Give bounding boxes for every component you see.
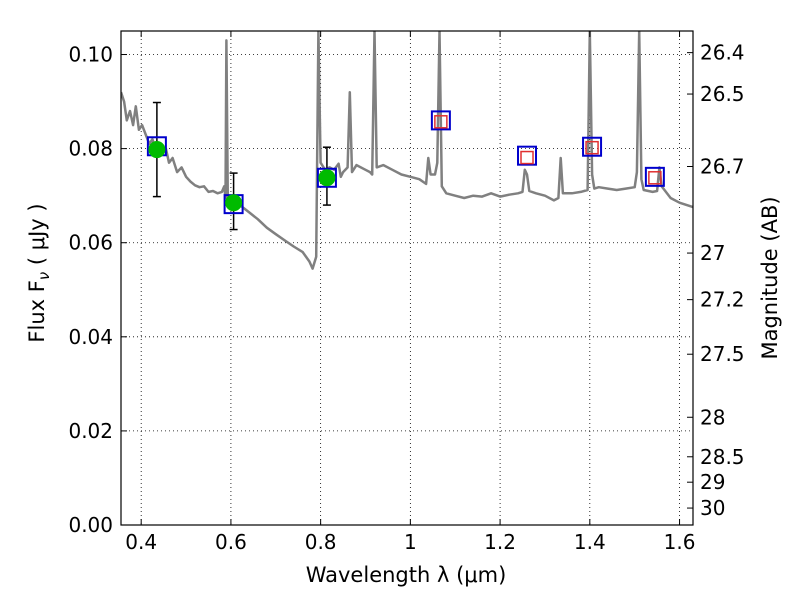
x-tick-label: 0.6 — [215, 530, 247, 554]
right-y-tick-label: 27.5 — [700, 342, 745, 366]
y-axis-label-unit: ( μJy ) — [25, 203, 49, 271]
y-tick-label: 0.02 — [68, 419, 113, 443]
axes: 0.4 0.6 0.8 1 1.2 1.4 1.6 0.00 0.02 0.04 0.06 0.08 0… — [68, 30, 745, 554]
y-axis-label: Flux Fν ( μJy ) — [25, 203, 53, 342]
model-marker-red-square — [585, 140, 599, 155]
right-y-tick-label: 26.7 — [700, 154, 745, 178]
spectrum-line — [121, 31, 693, 270]
x-tick-label: 0.4 — [125, 530, 157, 554]
photometry-point — [148, 141, 166, 159]
right-y-tick-label: 28 — [700, 405, 725, 429]
y-axis-label-main: Flux F — [25, 280, 49, 342]
model-marker-blue-square — [430, 110, 451, 131]
right-y-tick-label: 30 — [700, 496, 725, 520]
y-tick-label: 0.00 — [68, 513, 113, 537]
model-marker-blue-square — [517, 145, 538, 166]
spectrum-series — [121, 31, 693, 270]
x-tick-label: 1.6 — [664, 530, 696, 554]
photometry-point — [318, 169, 336, 187]
right-y-tick-label: 27.2 — [700, 288, 745, 312]
right-y-tick-label: 29 — [700, 470, 725, 494]
photometry-point — [225, 194, 243, 212]
model-marker-red-square — [434, 115, 448, 129]
right-y-tick-label: 26.5 — [700, 82, 745, 106]
plot-frame — [120, 30, 694, 526]
y-tick-label: 0.10 — [68, 43, 113, 67]
model-marker-blue-square — [582, 136, 603, 157]
model-marker-red-square — [648, 171, 662, 185]
model-marker-red-square — [520, 150, 534, 165]
right-y-axis-label: Magnitude (AB) — [758, 196, 782, 359]
y-tick-label: 0.04 — [68, 325, 113, 349]
model-marker-blue-square — [644, 166, 665, 187]
x-tick-label: 1.2 — [484, 530, 516, 554]
x-tick-label: 0.8 — [305, 530, 337, 554]
model-marker-blue-square — [316, 167, 337, 188]
x-tick-label: 1 — [404, 530, 417, 554]
right-y-tick-label: 28.5 — [700, 445, 745, 469]
x-axis-label: Wavelength λ (μm) — [306, 563, 507, 587]
x-tick-label: 1.4 — [574, 530, 606, 554]
grid-lines — [121, 31, 693, 525]
right-y-tick-label: 26.4 — [700, 41, 745, 65]
y-tick-label: 0.08 — [68, 137, 113, 161]
right-y-tick-label: 27 — [700, 241, 725, 265]
y-axis-label-subscript: ν — [35, 272, 53, 280]
y-tick-label: 0.06 — [68, 231, 113, 255]
data-points — [146, 101, 665, 231]
